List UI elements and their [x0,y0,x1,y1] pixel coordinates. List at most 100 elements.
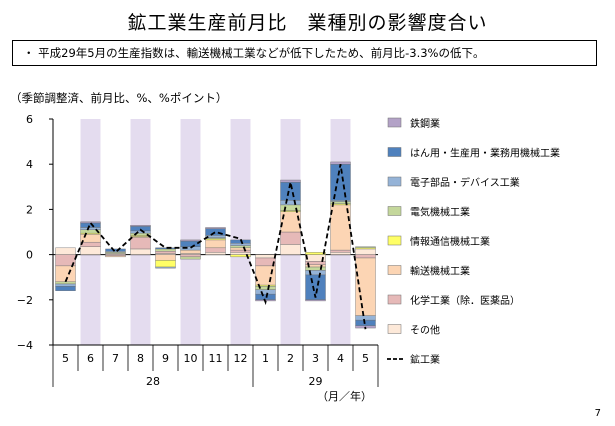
bar-segment [80,221,101,224]
legend-swatch [387,265,402,275]
legend-swatch [387,147,402,157]
bar-segment [205,227,226,229]
legend-swatch [387,206,402,216]
bar-segment [130,248,151,255]
x-tick-label: 6 [87,352,94,365]
bar-segment [180,256,201,260]
x-tick-label: 9 [162,352,169,365]
x-tick-label: 3 [312,352,319,365]
bar-segment [330,252,351,255]
bar-segment [230,254,251,258]
page-number: 7 [594,408,601,419]
y-tick-label: 6 [26,113,33,126]
bar-segment [105,255,126,258]
legend-label: 鉱工業 [410,353,440,366]
bars [55,161,376,329]
bar-segment [330,161,351,165]
bar-segment [155,254,176,261]
bar-segment [280,244,301,255]
bar-segment [255,265,276,286]
x-unit-label: （月／年） [317,389,372,403]
x-tick-label: 7 [112,352,119,365]
bar-segment [80,246,101,255]
bar-segment [230,247,251,251]
bar-segment [55,247,76,255]
bar-segment [155,251,176,254]
legend-label: 電子部品・デバイス工業 [410,176,520,189]
bar-segment [280,200,301,206]
bar-segment [355,315,376,321]
x-tick-label: 12 [234,352,248,365]
bar-segment [155,247,176,250]
bar-segment [155,260,176,268]
bar-segment [155,248,176,252]
bar-segment [205,247,226,253]
bar-segment [230,243,251,246]
legend: 鉄鋼業はん用・生産用・業務用機械工業電子部品・デバイス工業電気機械工業情報通信機… [387,117,560,366]
bar-segment [130,237,151,250]
x-tick-label: 2 [287,352,294,365]
y-tick-label: −2 [17,294,33,307]
bar-segment [80,227,101,230]
bar-segment [230,249,251,253]
x-tick-label: 5 [362,352,369,365]
bar-segment [355,246,376,249]
x-tick-label: 4 [337,352,344,365]
legend-label: 鉄鋼業 [410,117,440,130]
bar-segment [80,241,101,247]
legend-swatch [387,176,402,187]
bar-segment [55,286,76,291]
legend-swatch [387,235,402,246]
bar-segment [180,249,201,254]
bar-segment [280,204,301,211]
bar-segment [180,254,201,258]
x-tick-label: 5 [62,352,69,365]
legend-label: はん用・生産用・業務用機械工業 [410,147,560,160]
y-tick-label: 0 [26,249,33,262]
bar-segment [230,245,251,249]
bar-segment [55,265,76,282]
bar-segment [255,254,276,259]
bar-segment [55,283,76,287]
legend-label: 電気機械工業 [410,206,470,219]
bar-segment [255,289,276,295]
x-tick-label: 11 [209,352,223,365]
bar-segment [305,266,326,271]
bar-segment [205,252,226,255]
legend-label: 化学工業（除．医薬品） [410,294,520,307]
legend-label: 輸送機械工業 [410,265,470,278]
bar-segment [355,257,376,316]
year-label: 28 [146,375,160,388]
total-line [64,164,367,330]
x-tick-label: 10 [184,352,198,365]
bar-segment [180,239,201,242]
bar-segment [55,281,76,285]
y-tick-label: −4 [17,339,33,352]
bar-segment [280,179,301,183]
y-tick-label: 2 [26,203,33,216]
x-tick-label: 8 [137,352,144,365]
legend-swatch [387,324,402,334]
bar-segment [155,266,176,269]
bar-segment [130,225,151,227]
total-line-layer [64,164,367,330]
bar-segment [330,249,351,253]
shaded-band [180,119,201,345]
bar-segment [105,248,126,252]
bar-segment [255,293,276,300]
x-tick-label: 1 [262,352,269,365]
bar-segment [305,299,326,302]
page-title: 鉱工業生産前月比 業種別の影響度合い [127,12,488,34]
legend-label: その他 [410,324,440,337]
unit-label: （季節調整済、前月比、%、%ポイント） [10,91,228,105]
bar-segment [305,252,326,255]
bar-segment [355,248,376,255]
y-tick-label: 4 [26,158,33,171]
summary-box: ・ 平成29年5月の生産指数は、輸送機械工業などが低下したため、前月比-3.3%… [12,40,597,66]
bar-segment [205,239,226,249]
bar-segment [355,319,376,326]
bar-segment [130,230,151,234]
shaded-band [230,119,251,345]
bar-segment [355,254,376,259]
